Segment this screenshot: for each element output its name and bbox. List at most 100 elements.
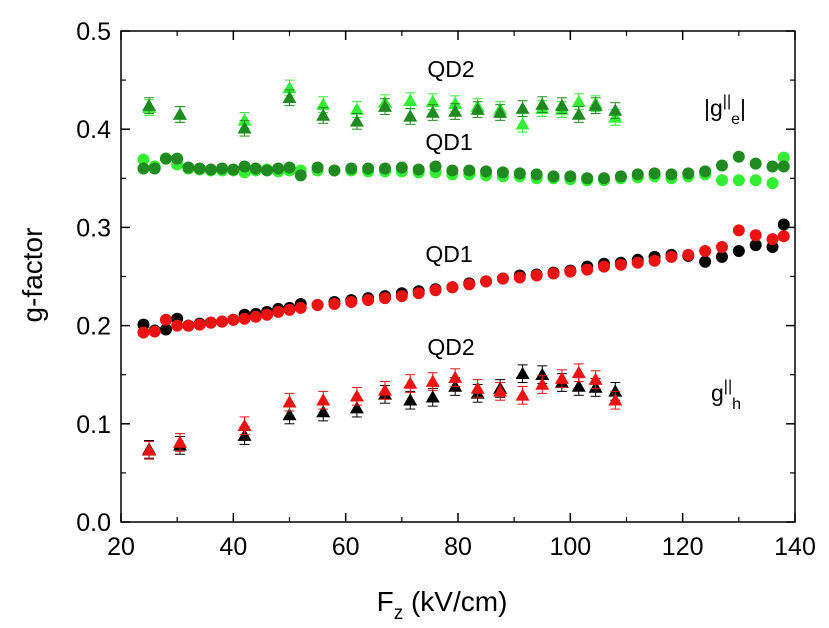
data-point xyxy=(648,167,661,180)
data-point xyxy=(182,161,195,174)
data-point xyxy=(777,151,790,164)
x-tick-label: 20 xyxy=(107,533,135,561)
data-point xyxy=(732,174,745,187)
data-point xyxy=(378,292,391,305)
data-point xyxy=(316,393,331,406)
data-point xyxy=(665,168,678,181)
data-point xyxy=(470,381,485,394)
data-point xyxy=(448,96,463,109)
data-point xyxy=(137,326,150,339)
data-point xyxy=(282,407,297,421)
data-point xyxy=(732,150,745,163)
data-point xyxy=(614,170,627,183)
data-point xyxy=(272,305,285,318)
data-point xyxy=(535,367,550,380)
data-point xyxy=(554,98,569,111)
data-point xyxy=(425,374,440,387)
data-point xyxy=(766,177,779,190)
annotation-qd1-top: QD1 xyxy=(425,129,472,155)
annotation-qd1-mid: QD1 xyxy=(425,241,472,267)
data-point xyxy=(395,290,408,303)
data-point xyxy=(515,366,530,379)
data-point xyxy=(237,418,252,432)
data-point xyxy=(238,312,251,325)
data-point xyxy=(631,256,644,269)
data-point xyxy=(446,281,459,294)
data-point xyxy=(227,163,240,176)
data-point xyxy=(193,162,206,175)
data-point xyxy=(448,104,463,117)
data-point xyxy=(182,319,195,332)
x-tick-label: 40 xyxy=(219,533,247,561)
data-point xyxy=(493,384,508,397)
data-point xyxy=(581,263,594,276)
data-point xyxy=(614,258,627,271)
data-point xyxy=(249,162,262,175)
data-point xyxy=(777,230,790,243)
data-point xyxy=(554,371,569,384)
data-point xyxy=(238,160,251,173)
data-point xyxy=(598,172,611,185)
data-point xyxy=(362,162,375,175)
data-point xyxy=(403,376,418,389)
data-point xyxy=(283,161,296,174)
x-axis-title: Fz (kV/cm) xyxy=(377,586,508,624)
data-point xyxy=(732,244,745,257)
y-axis-title: g-factor xyxy=(17,228,48,323)
data-point xyxy=(608,393,623,406)
data-point xyxy=(749,174,762,187)
series-3 xyxy=(137,224,790,339)
data-point xyxy=(480,165,493,178)
data-point xyxy=(631,168,644,181)
data-point xyxy=(282,395,297,408)
data-point xyxy=(137,162,150,175)
data-point xyxy=(480,275,493,288)
data-point xyxy=(682,167,695,180)
data-point xyxy=(515,117,530,130)
data-point xyxy=(547,170,560,183)
data-point xyxy=(429,160,442,173)
data-point xyxy=(349,401,364,414)
data-point xyxy=(766,233,779,246)
data-point xyxy=(715,241,728,254)
data-point xyxy=(425,390,440,403)
data-point xyxy=(261,308,274,321)
data-point xyxy=(395,161,408,174)
y-tick-label: 0.4 xyxy=(76,116,111,144)
y-tick-label: 0.1 xyxy=(76,411,111,439)
data-point xyxy=(294,301,307,314)
data-point xyxy=(159,152,172,165)
data-point xyxy=(237,113,252,126)
data-point xyxy=(571,94,586,107)
data-point xyxy=(294,169,307,182)
data-point xyxy=(463,164,476,177)
data-point xyxy=(345,162,358,175)
data-point xyxy=(249,310,262,323)
data-point xyxy=(403,393,418,406)
data-point xyxy=(193,318,206,331)
data-point xyxy=(403,93,418,106)
data-marks xyxy=(137,79,790,460)
data-point xyxy=(377,383,392,396)
data-point xyxy=(171,319,184,332)
data-point xyxy=(564,265,577,278)
data-point xyxy=(608,384,623,397)
data-point xyxy=(535,377,550,390)
data-point xyxy=(216,162,229,175)
data-point xyxy=(377,99,392,112)
annotation-qd2-top: QD2 xyxy=(427,56,474,82)
data-point xyxy=(272,162,285,175)
data-point xyxy=(777,218,790,231)
data-point xyxy=(159,323,172,336)
data-point xyxy=(227,313,240,326)
data-point xyxy=(699,255,712,268)
data-point xyxy=(749,229,762,242)
data-point xyxy=(699,244,712,257)
annotation-qd2-bottom: QD2 xyxy=(427,334,474,360)
data-point xyxy=(665,250,678,263)
data-point xyxy=(171,152,184,165)
data-point xyxy=(547,267,560,280)
data-point xyxy=(530,269,543,282)
data-point xyxy=(513,271,526,284)
